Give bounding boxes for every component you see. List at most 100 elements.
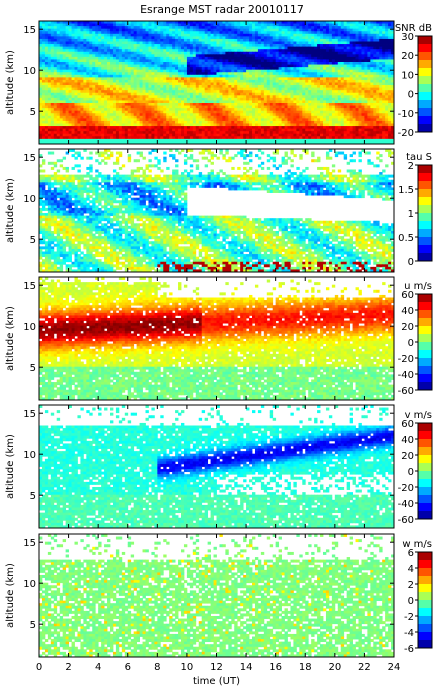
heatmap-cell	[338, 108, 341, 111]
heatmap-cell	[317, 49, 320, 52]
heatmap-cell	[160, 106, 163, 109]
heatmap-cell	[370, 39, 373, 42]
heatmap-cell	[208, 65, 211, 68]
heatmap-cell	[39, 67, 42, 70]
heatmap-cell	[89, 103, 92, 106]
heatmap-cell	[57, 49, 60, 52]
heatmap-cell	[335, 124, 338, 127]
heatmap-cell	[148, 72, 151, 75]
heatmap-cell	[359, 118, 362, 121]
heatmap-cell	[166, 57, 169, 60]
heatmap-cell	[290, 116, 293, 119]
heatmap-cell	[323, 44, 326, 47]
heatmap-cell	[347, 36, 350, 39]
heatmap-cell	[134, 70, 137, 73]
heatmap-cell	[243, 93, 246, 96]
heatmap-cell	[246, 67, 249, 70]
heatmap-cell	[240, 126, 243, 129]
heatmap-cell	[376, 75, 379, 78]
heatmap-cell	[338, 95, 341, 98]
heatmap-cell	[255, 118, 258, 121]
heatmap-cell	[181, 52, 184, 55]
heatmap-cell	[356, 108, 359, 111]
heatmap-cell	[77, 106, 80, 109]
heatmap-cell	[296, 59, 299, 62]
heatmap-cell	[270, 80, 273, 83]
heatmap-cell	[128, 98, 131, 101]
heatmap-cell	[231, 118, 234, 121]
heatmap-cell	[110, 85, 113, 88]
heatmap-cell	[305, 95, 308, 98]
heatmap-cell	[276, 118, 279, 121]
heatmap-cell	[338, 70, 341, 73]
heatmap-cell	[364, 93, 367, 96]
heatmap-cell	[199, 126, 202, 129]
heatmap-cell	[172, 52, 175, 55]
heatmap-cell	[234, 113, 237, 116]
heatmap-cell	[60, 88, 63, 91]
heatmap-cell	[113, 36, 116, 39]
heatmap-cell	[353, 62, 356, 65]
heatmap-cell	[199, 44, 202, 47]
heatmap-cell	[264, 100, 267, 103]
heatmap-cell	[305, 80, 308, 83]
heatmap-cell	[367, 80, 370, 83]
heatmap-cell	[273, 34, 276, 37]
heatmap-cell	[178, 75, 181, 78]
heatmap-cell	[190, 54, 193, 57]
heatmap-cell	[361, 106, 364, 109]
heatmap-cell	[128, 44, 131, 47]
heatmap-cell	[187, 126, 190, 129]
heatmap-cell	[264, 77, 267, 80]
heatmap-cell	[42, 126, 45, 129]
heatmap-cell	[101, 88, 104, 91]
heatmap-cell	[308, 65, 311, 68]
heatmap-cell	[116, 121, 119, 124]
heatmap-cell	[267, 24, 270, 27]
heatmap-cell	[140, 106, 143, 109]
heatmap-cell	[255, 90, 258, 93]
heatmap-cell	[338, 47, 341, 50]
heatmap-cell	[299, 77, 302, 80]
heatmap-cell	[199, 113, 202, 116]
heatmap-cell	[128, 72, 131, 75]
heatmap-cell	[51, 31, 54, 34]
heatmap-cell	[48, 49, 51, 52]
heatmap-cell	[181, 98, 184, 101]
heatmap-cell	[264, 59, 267, 62]
heatmap-cell	[267, 67, 270, 70]
heatmap-cell	[234, 103, 237, 106]
heatmap-cell	[51, 67, 54, 70]
heatmap-cell	[332, 113, 335, 116]
heatmap-cell	[211, 103, 214, 106]
heatmap-cell	[296, 24, 299, 27]
heatmap-cell	[39, 108, 42, 111]
heatmap-cell	[113, 49, 116, 52]
heatmap-cell	[110, 70, 113, 73]
heatmap-cell	[83, 57, 86, 60]
heatmap-cell	[63, 80, 66, 83]
panel-1: 51015altitude (km)SNR dB3020100-10-20	[5, 21, 432, 144]
heatmap-cell	[255, 108, 258, 111]
heatmap-cell	[273, 36, 276, 39]
heatmap-cell	[143, 88, 146, 91]
heatmap-cell	[308, 67, 311, 70]
heatmap-cell	[116, 93, 119, 96]
heatmap-cell	[184, 90, 187, 93]
heatmap-cell	[314, 54, 317, 57]
heatmap-cell	[335, 103, 338, 106]
heatmap-cell	[178, 24, 181, 27]
heatmap-cell	[83, 85, 86, 88]
heatmap-cell	[157, 62, 160, 65]
heatmap-cell	[385, 111, 388, 114]
heatmap-cell	[225, 47, 228, 50]
heatmap-cell	[234, 65, 237, 68]
heatmap-cell	[199, 72, 202, 75]
heatmap-cell	[178, 29, 181, 32]
heatmap-cell	[311, 93, 314, 96]
heatmap-cell	[240, 52, 243, 55]
heatmap-cell	[267, 118, 270, 121]
heatmap-cell	[288, 121, 291, 124]
heatmap-cell	[296, 67, 299, 70]
heatmap-cell	[308, 113, 311, 116]
